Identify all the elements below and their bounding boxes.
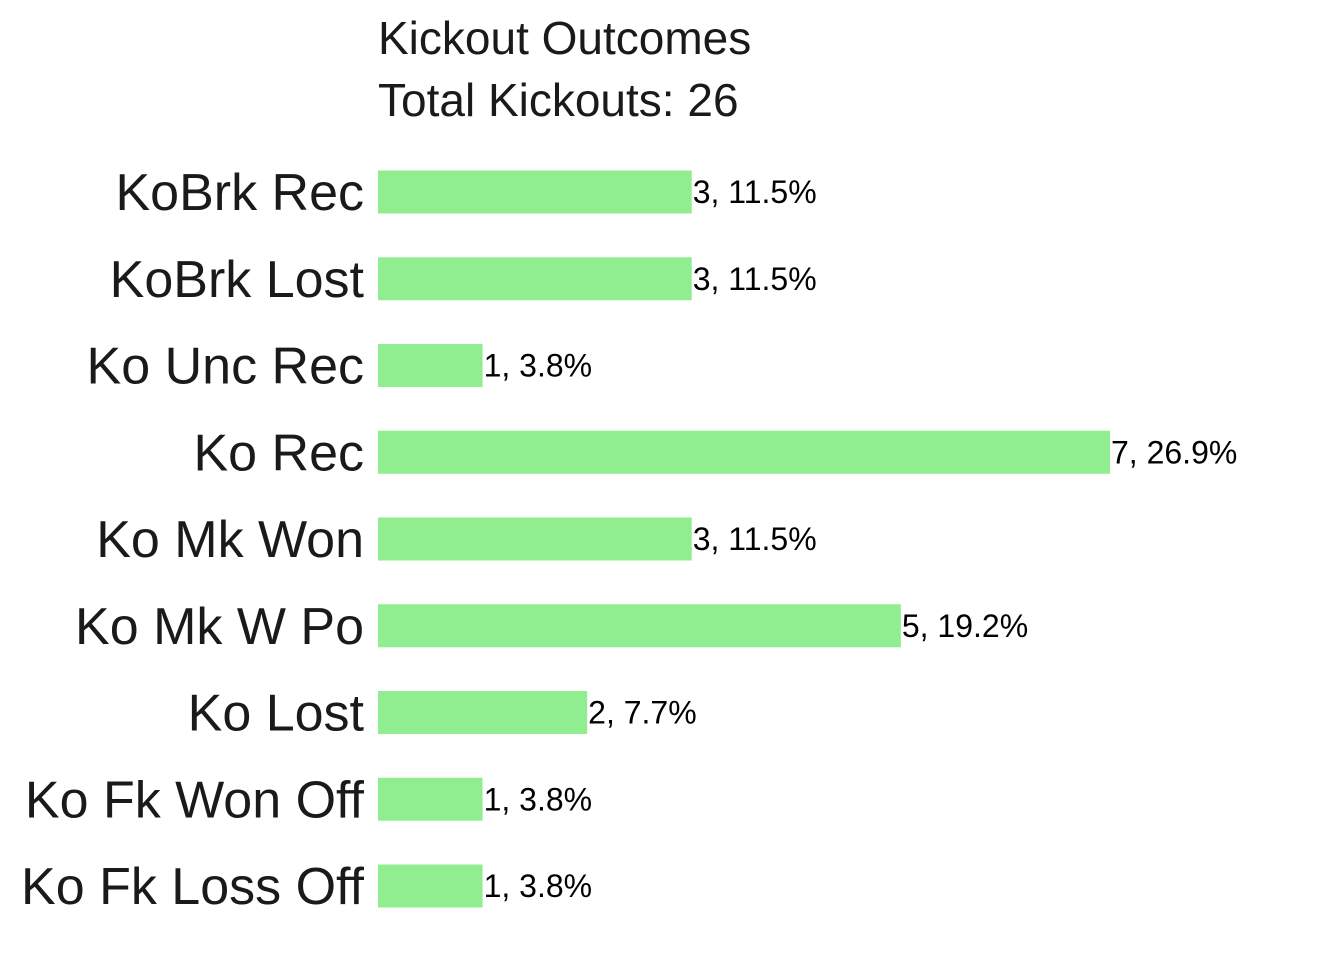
data-label: 5, 19.2%: [902, 608, 1028, 644]
bars-group: KoBrk Rec 3, 11.5% KoBrk Lost 3, 11.5% Ko Un…: [21, 164, 1237, 916]
data-label: 1, 3.8%: [484, 868, 593, 904]
data-label: 3, 11.5%: [693, 174, 817, 210]
bar: [378, 691, 588, 734]
category-label: Ko Fk Loss Off: [21, 858, 365, 916]
bar: [378, 604, 901, 648]
data-label: 3, 11.5%: [693, 261, 817, 297]
bar: [378, 170, 692, 214]
bar: [378, 864, 483, 908]
category-label: Ko Mk Won: [96, 511, 364, 569]
data-label: 7, 26.9%: [1111, 434, 1237, 470]
category-label: Ko Fk Won Off: [25, 771, 365, 829]
category-label: KoBrk Rec: [115, 164, 364, 222]
data-label: 1, 3.8%: [484, 781, 593, 817]
bar: [378, 257, 692, 301]
category-label: Ko Mk W Po: [75, 598, 364, 656]
category-label: Ko Lost: [188, 685, 365, 743]
category-label: KoBrk Lost: [110, 251, 365, 309]
chart-title: Kickout Outcomes: [378, 12, 751, 64]
bar: [378, 430, 1110, 474]
chart-subtitle: Total Kickouts: 26: [378, 74, 739, 126]
data-label: 1, 3.8%: [484, 348, 593, 384]
category-label: Ko Rec: [193, 424, 364, 482]
data-label: 3, 11.5%: [693, 521, 817, 557]
data-label: 2, 7.7%: [588, 695, 697, 731]
bar: [378, 777, 483, 821]
category-label: Ko Unc Rec: [87, 338, 364, 396]
bar: [378, 517, 692, 561]
bar: [378, 344, 483, 387]
